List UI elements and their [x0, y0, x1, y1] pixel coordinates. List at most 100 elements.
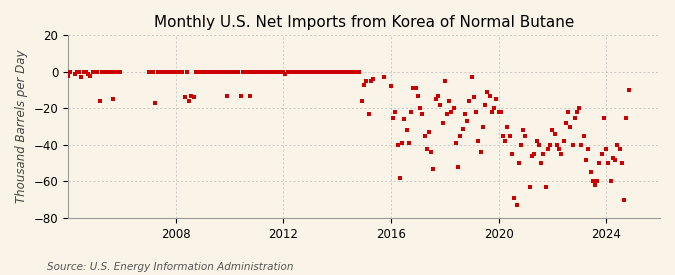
Point	[352, 70, 362, 74]
Point	[80, 70, 91, 74]
Point	[179, 95, 190, 100]
Point	[500, 139, 511, 144]
Point	[491, 97, 502, 101]
Point	[419, 134, 430, 138]
Point	[143, 70, 154, 74]
Point	[97, 70, 107, 74]
Point	[480, 103, 491, 107]
Point	[184, 99, 194, 103]
Point	[583, 146, 593, 151]
Point	[417, 112, 428, 116]
Point	[85, 73, 96, 78]
Point	[446, 110, 457, 114]
Point	[282, 70, 293, 74]
Point	[242, 70, 253, 74]
Point	[341, 70, 352, 74]
Point	[354, 70, 365, 74]
Point	[495, 110, 506, 114]
Point	[240, 70, 250, 74]
Point	[321, 70, 331, 74]
Point	[533, 143, 544, 147]
Point	[619, 197, 630, 202]
Point	[233, 70, 244, 74]
Point	[165, 70, 176, 74]
Point	[401, 128, 412, 133]
Point	[608, 156, 618, 160]
Point	[318, 70, 329, 74]
Point	[437, 121, 448, 125]
Point	[453, 165, 464, 169]
Point	[507, 152, 518, 156]
Point	[107, 97, 118, 101]
Point	[451, 141, 462, 145]
Point	[484, 94, 495, 98]
Point	[331, 70, 342, 74]
Point	[329, 70, 340, 74]
Point	[594, 161, 605, 166]
Point	[439, 79, 450, 83]
Point	[236, 94, 246, 98]
Point	[99, 70, 109, 74]
Point	[616, 161, 627, 166]
Point	[289, 70, 300, 74]
Point	[177, 70, 188, 74]
Point	[464, 99, 475, 103]
Point	[63, 70, 74, 74]
Point	[572, 110, 583, 114]
Point	[323, 70, 333, 74]
Point	[493, 110, 504, 114]
Point	[435, 103, 446, 107]
Point	[231, 70, 242, 74]
Point	[482, 90, 493, 94]
Point	[302, 70, 313, 74]
Point	[489, 106, 500, 111]
Point	[549, 132, 560, 136]
Point	[441, 112, 452, 116]
Title: Monthly U.S. Net Imports from Korea of Normal Butane: Monthly U.S. Net Imports from Korea of N…	[154, 15, 574, 30]
Point	[540, 185, 551, 189]
Point	[195, 70, 206, 74]
Point	[554, 146, 564, 151]
Point	[219, 70, 230, 74]
Point	[390, 110, 401, 114]
Point	[70, 72, 80, 76]
Point	[76, 75, 87, 79]
Point	[444, 99, 455, 103]
Point	[253, 70, 264, 74]
Point	[497, 134, 508, 138]
Point	[312, 70, 323, 74]
Point	[385, 84, 396, 89]
Point	[153, 70, 163, 74]
Point	[229, 70, 240, 74]
Point	[209, 70, 219, 74]
Point	[186, 94, 196, 98]
Point	[222, 94, 233, 98]
Point	[83, 72, 94, 76]
Point	[466, 75, 477, 79]
Point	[431, 97, 441, 101]
Point	[63, 73, 74, 78]
Point	[211, 70, 221, 74]
Point	[172, 70, 183, 74]
Point	[161, 70, 172, 74]
Point	[192, 70, 203, 74]
Point	[524, 185, 535, 189]
Point	[94, 99, 105, 103]
Point	[394, 176, 405, 180]
Point	[529, 152, 540, 156]
Point	[477, 125, 488, 129]
Point	[199, 70, 210, 74]
Point	[287, 70, 298, 74]
Point	[226, 70, 237, 74]
Point	[163, 70, 174, 74]
Point	[263, 70, 273, 74]
Point	[170, 70, 181, 74]
Point	[150, 101, 161, 105]
Point	[473, 139, 484, 144]
Point	[343, 70, 354, 74]
Point	[87, 70, 98, 74]
Point	[148, 70, 159, 74]
Point	[217, 70, 228, 74]
Point	[513, 161, 524, 166]
Point	[325, 70, 335, 74]
